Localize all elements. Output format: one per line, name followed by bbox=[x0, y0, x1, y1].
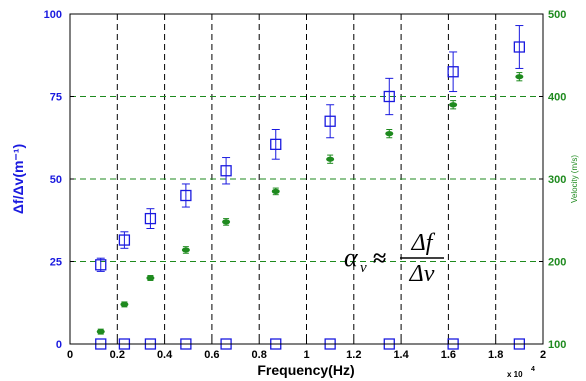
series-layer bbox=[95, 25, 525, 350]
x-tick-label: 0.8 bbox=[252, 349, 267, 361]
data-point-dot bbox=[385, 131, 394, 137]
data-point-dot bbox=[449, 102, 458, 108]
y-right-tick-label: 500 bbox=[548, 9, 566, 21]
y-left-tick-label: 25 bbox=[50, 257, 62, 269]
x-tick-label: 2 bbox=[540, 349, 546, 361]
y-right-tick-label: 200 bbox=[548, 257, 566, 269]
data-point-square bbox=[324, 115, 336, 127]
data-point-dot bbox=[120, 301, 129, 307]
x-axis-scale: x 10 bbox=[507, 370, 523, 379]
data-point-dot bbox=[515, 74, 524, 80]
data-point-dot bbox=[181, 247, 190, 253]
x-axis-scale-exponent: 4 bbox=[531, 366, 535, 373]
y-left-tick-label: 50 bbox=[50, 174, 62, 186]
formula-alpha-subscript: v bbox=[360, 260, 367, 276]
y-right-tick-label: 100 bbox=[548, 339, 566, 351]
x-tick-label: 0.2 bbox=[110, 349, 125, 361]
formula-denominator: Δv bbox=[409, 261, 435, 287]
data-point-square bbox=[118, 234, 131, 246]
y-right-tick-label: 400 bbox=[548, 92, 566, 104]
data-point-dot bbox=[222, 219, 231, 225]
data-point-dot bbox=[96, 329, 105, 335]
y-right-tick-label: 300 bbox=[548, 174, 566, 186]
formula-alpha: α bbox=[344, 243, 359, 272]
data-point-dot bbox=[271, 188, 280, 194]
data-point-dot bbox=[146, 275, 155, 281]
ticks-layer: 0 0.2 0.4 0.6 0.8 1 1.2 1.4 1.6 1.8 2 0 25 50 75 100 100… bbox=[44, 9, 567, 361]
data-point-square bbox=[180, 189, 192, 202]
data-point-square bbox=[220, 165, 232, 177]
x-tick-label: 1.6 bbox=[441, 349, 456, 361]
x-tick-label: 0 bbox=[67, 349, 73, 361]
x-tick-label: 1 bbox=[303, 349, 309, 361]
y-axis-left-title: Δf/Δv(m⁻¹) bbox=[10, 144, 26, 214]
y-left-tick-label: 75 bbox=[50, 92, 62, 104]
x-tick-label: 1.2 bbox=[346, 349, 361, 361]
y-axis-right-title: Velocity (m/s) bbox=[570, 155, 579, 203]
data-point-square bbox=[95, 259, 107, 271]
data-point-square bbox=[513, 41, 525, 53]
y-left-tick-label: 0 bbox=[56, 339, 62, 351]
x-tick-label: 0.6 bbox=[204, 349, 219, 361]
data-point-square bbox=[270, 138, 282, 151]
formula-approx: ≈ bbox=[373, 246, 386, 272]
y-left-tick-label: 100 bbox=[44, 9, 62, 21]
data-point-square bbox=[383, 90, 395, 103]
data-point-square bbox=[447, 66, 459, 78]
data-point-square bbox=[144, 212, 157, 225]
x-axis-title: Frequency(Hz) bbox=[257, 362, 354, 378]
formula-annotation: α v ≈ Δf Δv bbox=[344, 230, 444, 287]
formula-numerator: Δf bbox=[411, 230, 436, 256]
x-tick-label: 1.4 bbox=[393, 349, 409, 361]
x-tick-label: 0.4 bbox=[157, 349, 173, 361]
x-tick-label: 1.8 bbox=[488, 349, 503, 361]
data-point-dot bbox=[326, 156, 335, 162]
